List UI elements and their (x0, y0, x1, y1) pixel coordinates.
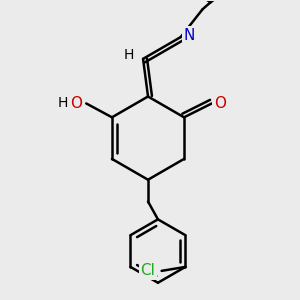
Text: H: H (57, 96, 68, 110)
Text: O: O (70, 96, 82, 111)
Text: N: N (184, 28, 195, 43)
Text: Cl: Cl (140, 263, 155, 278)
Text: O: O (214, 96, 226, 111)
Text: H: H (124, 48, 134, 62)
